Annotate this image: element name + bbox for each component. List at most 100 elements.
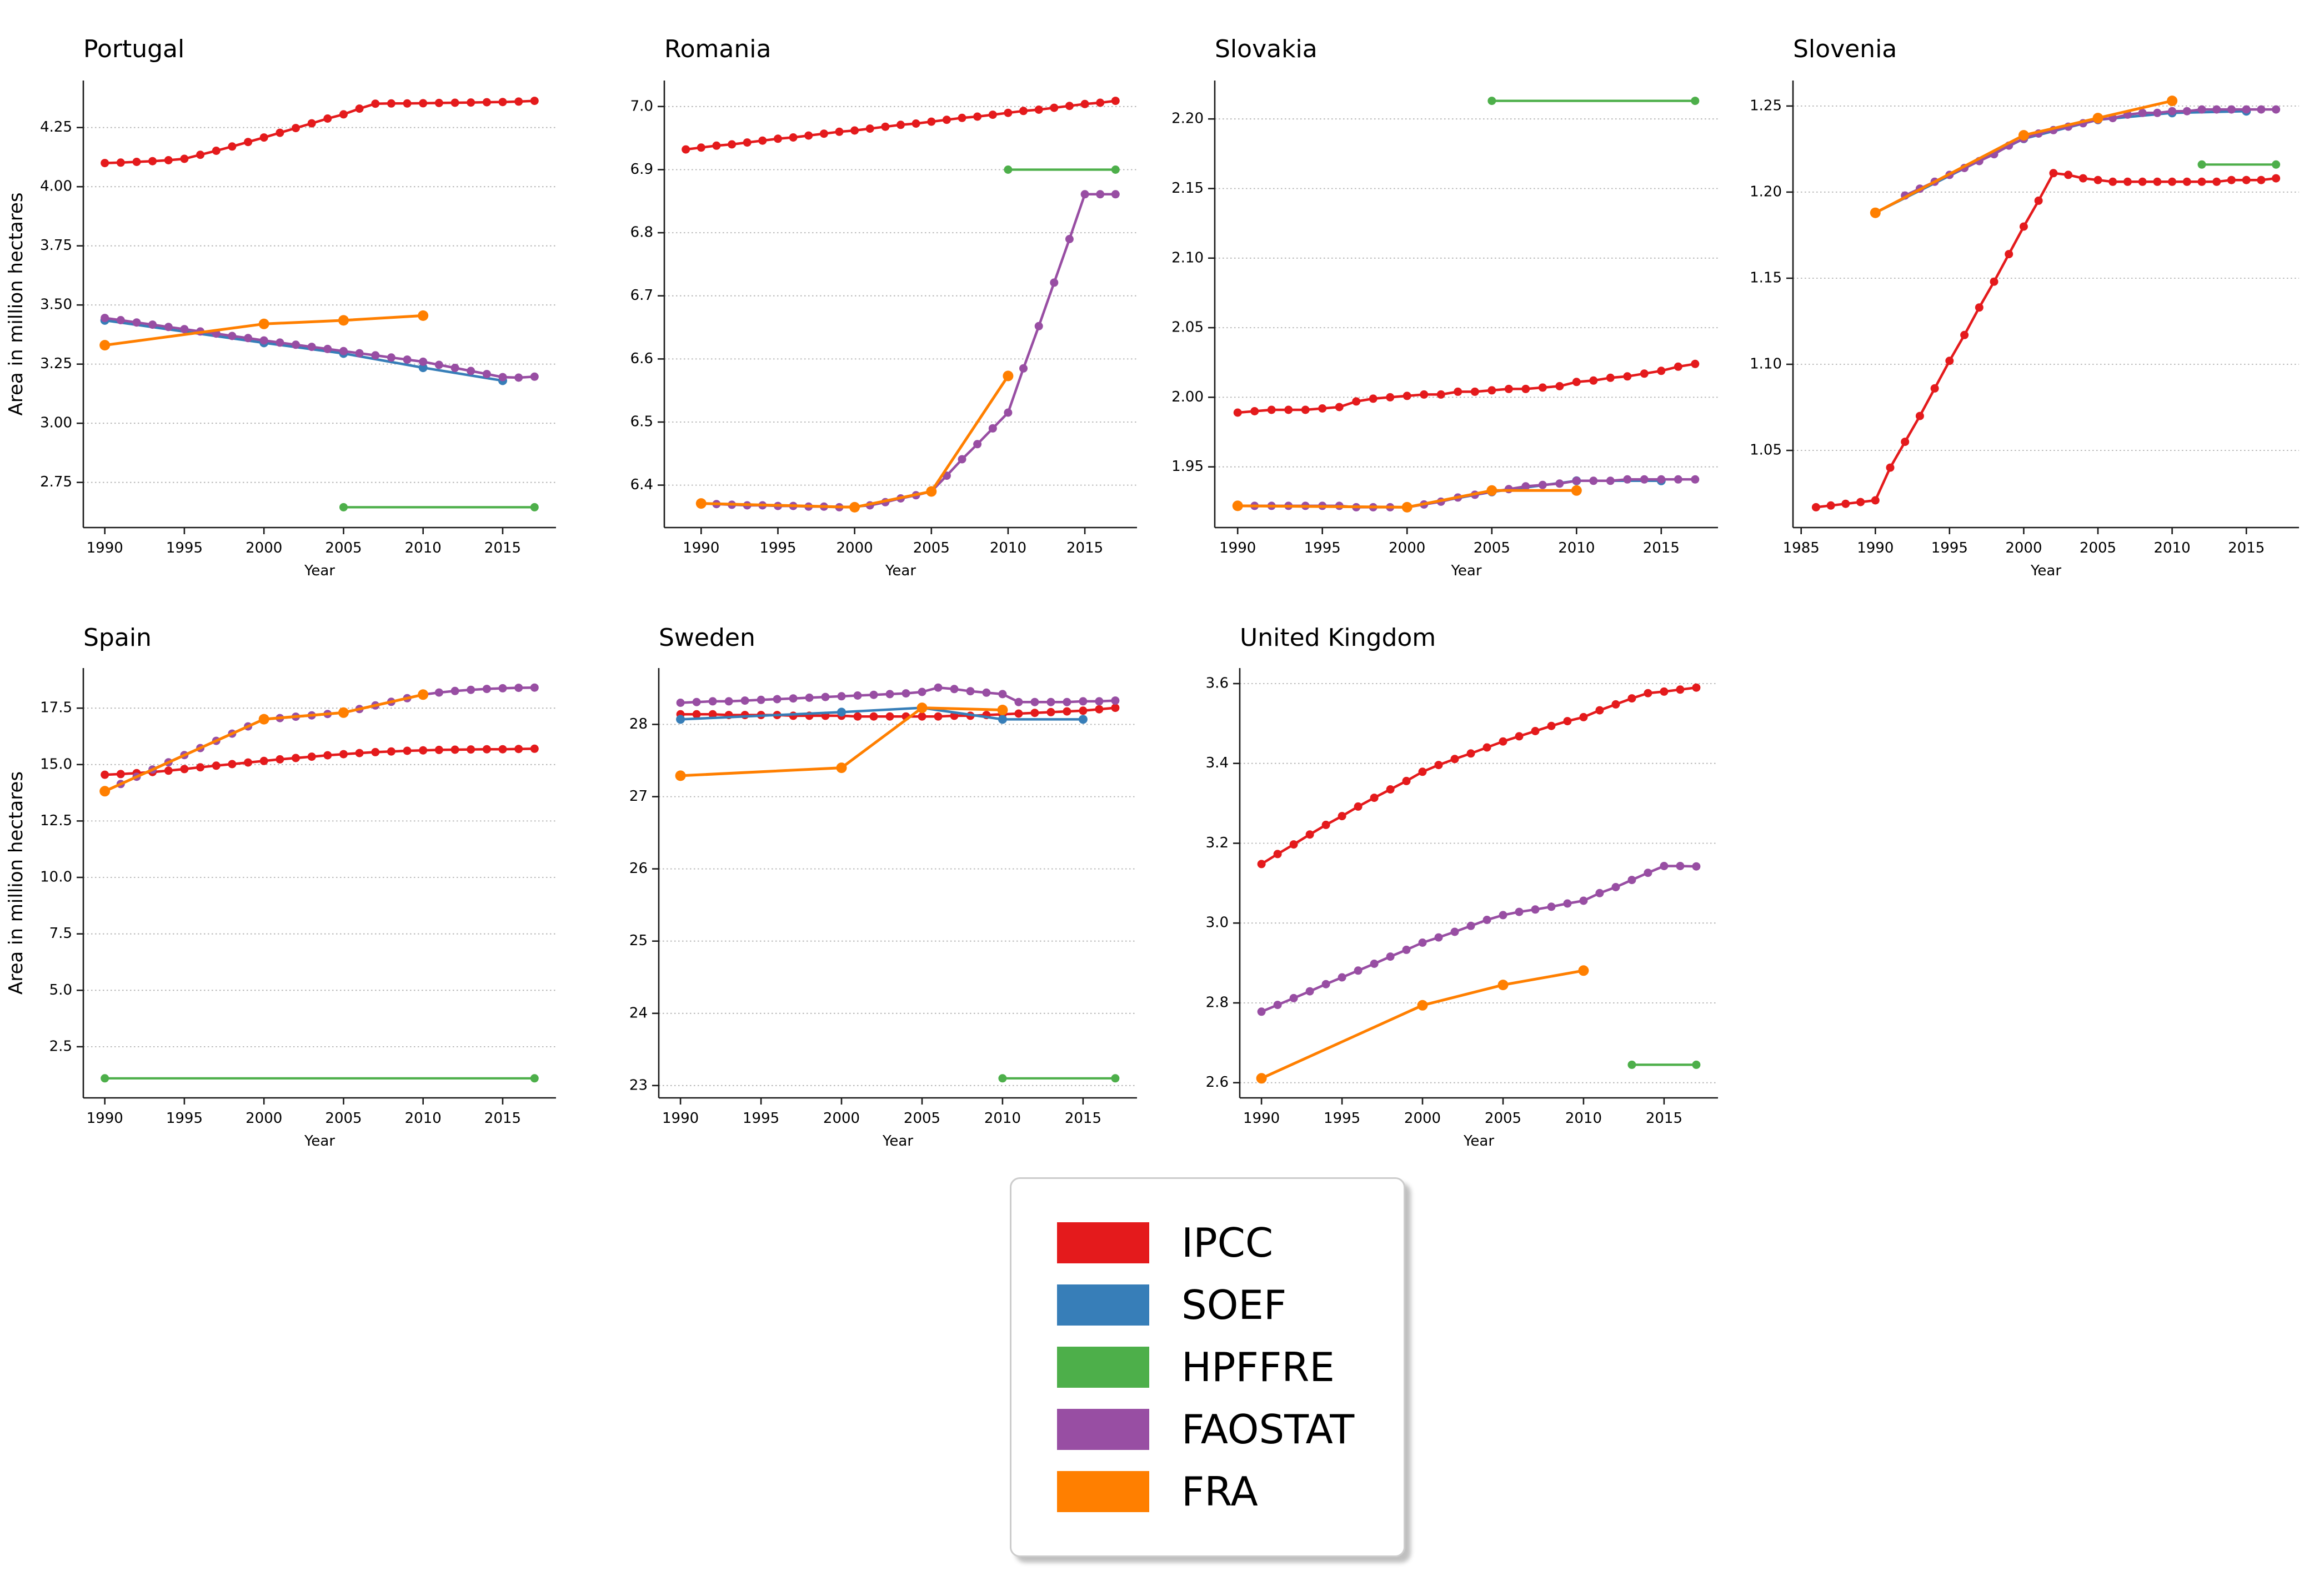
series-ipcc: [1233, 359, 1700, 417]
x-tick-label: 1990: [662, 1110, 699, 1127]
x-tick-label: 2005: [325, 1110, 362, 1127]
chart-title: Portugal: [83, 35, 184, 63]
y-tick-label: 1.95: [1171, 458, 1204, 475]
x-tick-label: 2000: [837, 540, 873, 556]
series-fra: [1232, 485, 1582, 513]
x-tick-label: 2000: [823, 1110, 860, 1127]
x-tick-label: 2000: [1389, 540, 1425, 556]
y-tick-label: 24: [629, 1005, 648, 1021]
chart-panel-united-kingdom: 2.6 2.8 3.0 3.2 3.4 3.6 1990 1995 2000 2005 2010 20…: [1162, 589, 1743, 1177]
legend-item-fra: FRA: [1057, 1471, 1404, 1512]
chart-title: Slovenia: [1793, 35, 1897, 63]
chart-panel-spain: 2.5 5.0 7.5 10.0 12.5 15.0 17.5 1990 1995 2000 200…: [0, 589, 581, 1177]
y-tick-label: 1.10: [1750, 356, 1782, 373]
legend-item-soef: SOEF: [1057, 1284, 1404, 1326]
y-tick-label: 3.75: [40, 237, 72, 254]
series-faostat: [101, 683, 539, 796]
series-ipcc: [682, 97, 1120, 154]
y-tick-label: 27: [629, 788, 648, 805]
x-tick-label: 2015: [1066, 540, 1103, 556]
y-tick-label: 2.6: [1206, 1074, 1229, 1091]
x-tick-label: 2015: [1643, 540, 1680, 556]
y-tick-label: 1.15: [1750, 270, 1782, 287]
chart-title: Spain: [83, 624, 152, 652]
y-tick-label: 2.10: [1171, 249, 1204, 266]
series-hpffre: [101, 1074, 539, 1083]
y-tick-label: 2.5: [49, 1038, 72, 1055]
series-fra: [1870, 96, 2178, 218]
x-tick-label: 1985: [1783, 540, 1820, 556]
x-tick-label: 1995: [166, 1110, 203, 1127]
y-tick-label: 3.6: [1206, 675, 1229, 692]
legend-swatch-hpffre: [1057, 1347, 1149, 1388]
x-tick-label: 2015: [2228, 540, 2265, 556]
y-tick-label: 3.25: [40, 355, 72, 372]
series-faostat: [697, 190, 1120, 511]
x-tick-label: 1990: [1857, 540, 1894, 556]
x-axis-label: Year: [882, 1133, 913, 1150]
chart-title: Slovakia: [1215, 35, 1318, 63]
series-soef: [1871, 107, 2251, 218]
legend-swatch-soef: [1057, 1284, 1149, 1326]
x-tick-label: 2010: [1558, 540, 1595, 556]
x-tick-label: 1995: [1931, 540, 1968, 556]
x-tick-label: 2010: [2154, 540, 2191, 556]
chart-panel-slovenia: 1.05 1.10 1.15 1.20 1.25 1985 1990 1995 2000 2005…: [1743, 0, 2324, 589]
x-tick-label: 2005: [1474, 540, 1510, 556]
series-faostat: [101, 314, 539, 382]
x-axis-label: Year: [1463, 1133, 1494, 1150]
legend-swatch-fra: [1057, 1471, 1149, 1512]
y-tick-label: 26: [629, 860, 648, 877]
y-tick-label: 15.0: [40, 756, 72, 772]
y-tick-label: 4.25: [40, 119, 72, 135]
legend-label: IPCC: [1181, 1219, 1274, 1266]
y-tick-label: 1.20: [1750, 183, 1782, 200]
y-axis-label: Area in million hectares: [5, 192, 27, 415]
series-hpffre: [998, 1074, 1120, 1083]
x-tick-label: 1995: [1324, 1110, 1360, 1127]
y-tick-label: 1.25: [1750, 97, 1782, 114]
x-axis-label: Year: [885, 563, 916, 579]
legend-label: FRA: [1181, 1468, 1258, 1515]
x-tick-label: 2010: [405, 1110, 442, 1127]
series-ipcc: [676, 704, 1120, 721]
chart-title: Romania: [664, 35, 771, 63]
y-tick-label: 6.7: [630, 287, 653, 304]
x-tick-label: 1990: [87, 540, 123, 556]
x-tick-label: 2010: [1565, 1110, 1602, 1127]
y-tick-label: 10.0: [40, 869, 72, 886]
legend-item-faostat: FAOSTAT: [1057, 1409, 1404, 1450]
chart-panel-sweden: 23 24 25 26 27 28 1990 1995 2000 2005 2010 2015 Year…: [581, 589, 1162, 1177]
x-tick-label: 2005: [904, 1110, 940, 1127]
series-faostat: [676, 683, 1120, 707]
series-fra: [695, 370, 1014, 513]
y-axis-label: Area in million hectares: [5, 771, 27, 995]
series-ipcc: [101, 744, 539, 779]
y-tick-label: 25: [629, 932, 648, 949]
x-tick-label: 2005: [2080, 540, 2116, 556]
series-fra: [1256, 965, 1589, 1084]
x-tick-label: 2000: [246, 1110, 282, 1127]
chart-panel-slovakia: 1.95 2.00 2.05 2.10 2.15 2.20 1990 1995 2000 2005…: [1162, 0, 1743, 589]
y-tick-label: 3.00: [40, 415, 72, 431]
x-tick-label: 1995: [1304, 540, 1341, 556]
series-faostat: [1257, 862, 1701, 1016]
x-tick-label: 2015: [1065, 1110, 1101, 1127]
y-tick-label: 2.15: [1171, 180, 1204, 197]
x-tick-label: 1990: [1219, 540, 1256, 556]
x-tick-label: 2005: [1485, 1110, 1521, 1127]
y-tick-label: 3.4: [1206, 755, 1229, 771]
series-hpffre: [339, 503, 539, 511]
y-tick-label: 2.20: [1171, 111, 1204, 127]
legend-item-hpffre: HPFFRE: [1057, 1347, 1404, 1388]
series-fra: [99, 689, 429, 797]
chart-panel-romania: 6.4 6.5 6.6 6.7 6.8 6.9 7.0 1990 1995 2000 2005 201…: [581, 0, 1162, 589]
y-tick-label: 2.00: [1171, 389, 1204, 405]
y-tick-label: 6.6: [630, 350, 653, 367]
series-hpffre: [1627, 1060, 1701, 1069]
x-axis-label: Year: [1450, 563, 1481, 579]
y-tick-label: 12.5: [40, 812, 72, 829]
series-hpffre: [1004, 165, 1120, 174]
series-ipcc: [1257, 683, 1701, 869]
legend: IPCC SOEF HPFFRE FAOSTAT FRA: [1010, 1177, 1405, 1557]
